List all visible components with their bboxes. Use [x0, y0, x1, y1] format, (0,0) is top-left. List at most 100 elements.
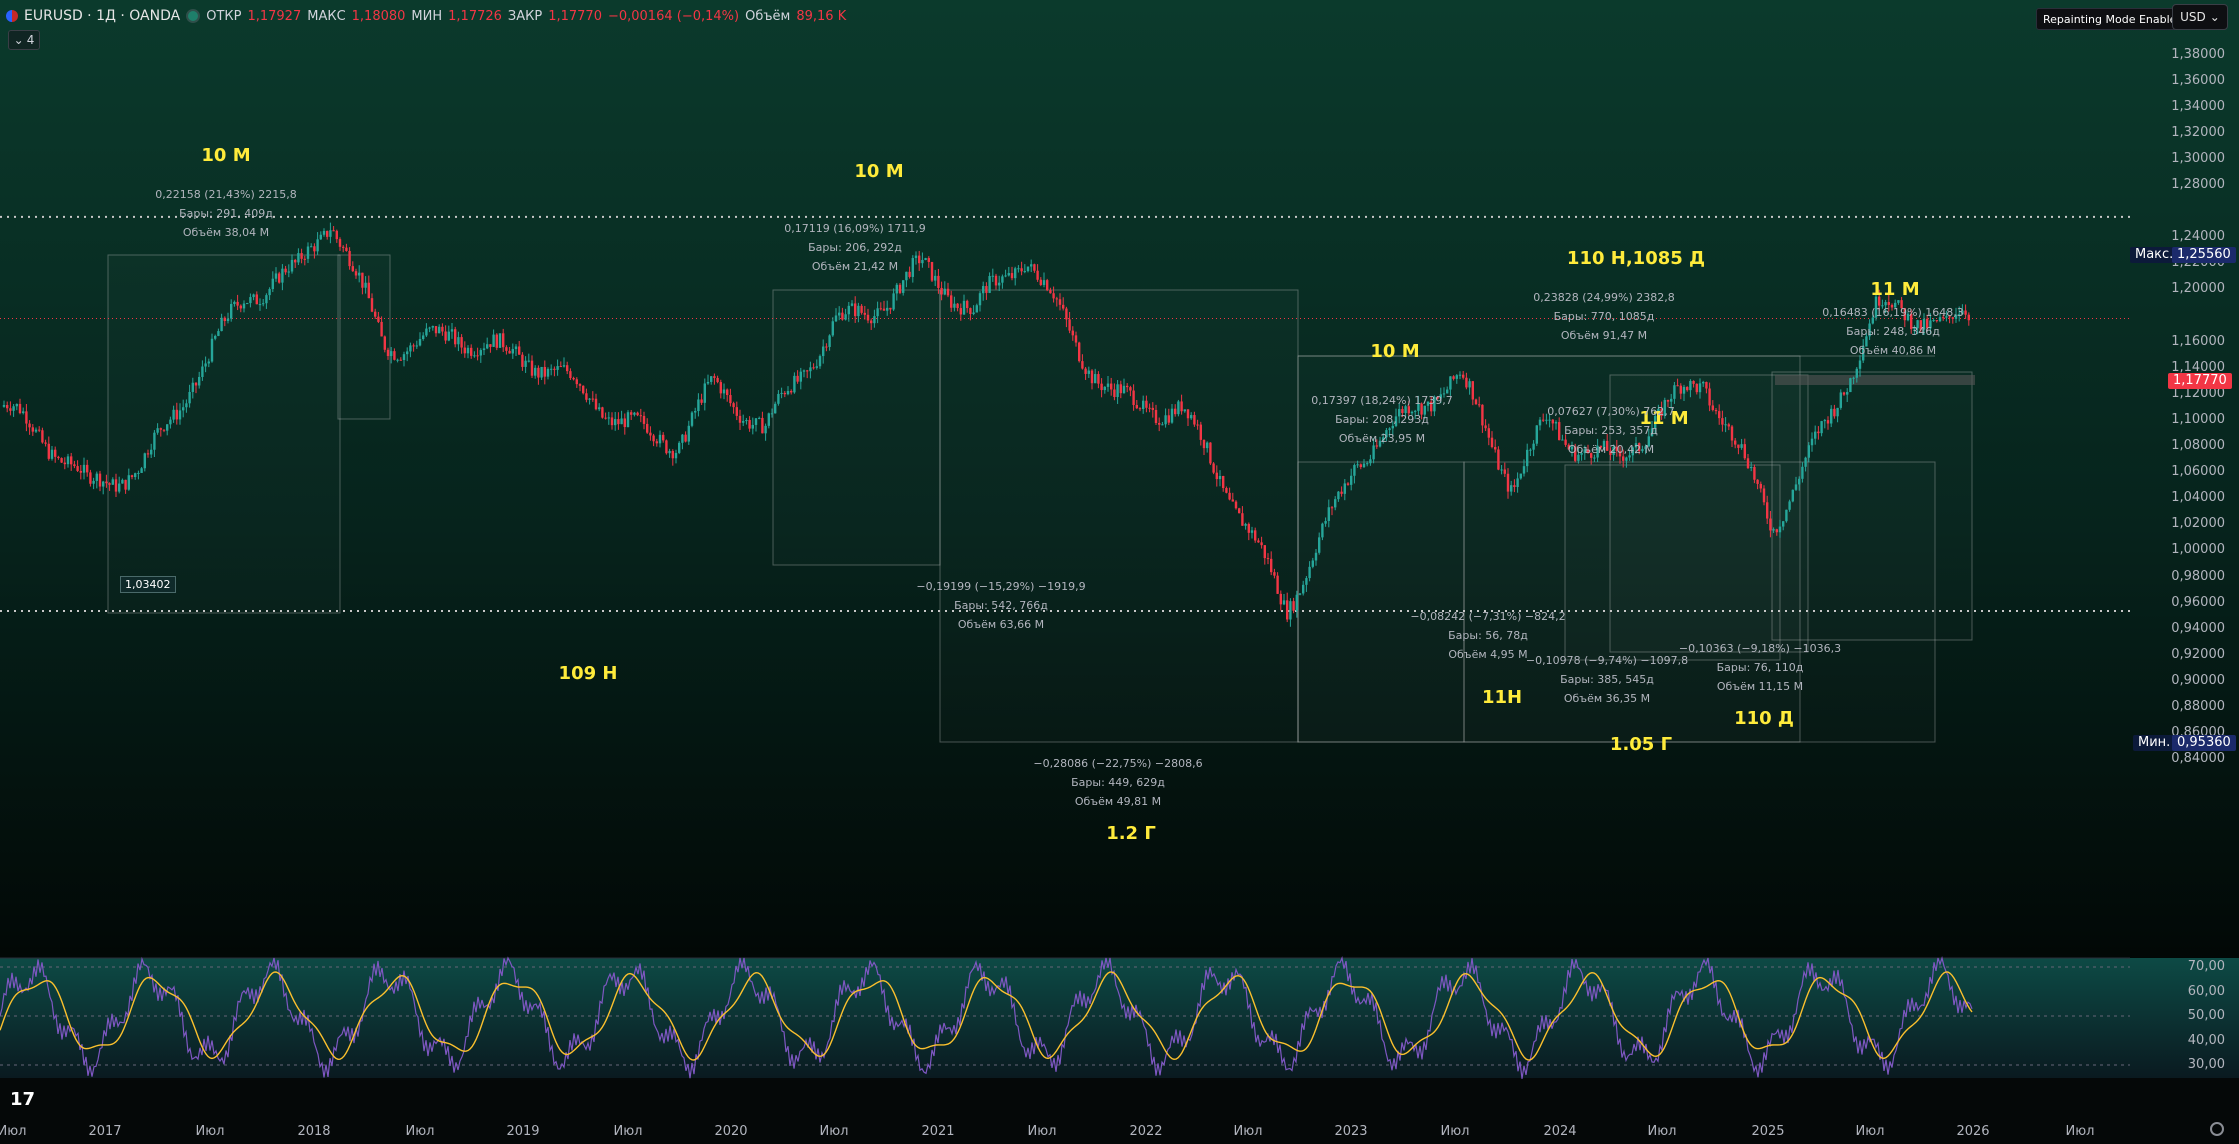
- candle-body: [287, 271, 290, 273]
- candle-body: [89, 472, 92, 484]
- rsi-line: [0, 955, 1973, 1079]
- candle-body: [313, 246, 316, 252]
- candle-body: [1055, 298, 1058, 300]
- candle-body: [684, 434, 687, 442]
- candle-body: [492, 334, 495, 347]
- candle-body: [1442, 393, 1446, 395]
- candle-body: [1606, 440, 1609, 451]
- candle-body: [1967, 314, 1970, 321]
- symbol-title[interactable]: EURUSD · 1Д · OANDA: [24, 8, 181, 24]
- candle-body: [1110, 383, 1113, 390]
- candle-body: [518, 346, 521, 355]
- candle-body: [1382, 437, 1385, 441]
- candle-body: [1945, 316, 1948, 318]
- candle-body: [1618, 451, 1622, 457]
- candle-body: [1670, 398, 1673, 402]
- currency-button[interactable]: USD ⌄: [2172, 4, 2228, 30]
- candle-body: [265, 295, 268, 304]
- measurement-box: [1297, 355, 1801, 743]
- candle-body: [1404, 406, 1407, 414]
- time-axis-label: Июл: [1233, 1124, 1263, 1139]
- candle-body: [1010, 273, 1014, 279]
- candle-body: [956, 303, 959, 309]
- symbol-header[interactable]: EURUSD · 1Д · OANDA ОТКР 1,17927 МАКС 1,18…: [6, 6, 846, 26]
- time-axis-label: Июл: [1647, 1124, 1677, 1139]
- candle-body: [1833, 408, 1836, 417]
- candle-body: [825, 346, 828, 348]
- candle-body: [303, 258, 306, 260]
- candle-body: [1871, 317, 1874, 324]
- candle-body: [652, 435, 655, 442]
- candle-body: [1705, 381, 1708, 389]
- candle-body: [966, 300, 969, 309]
- candle-body: [73, 464, 76, 467]
- candle-body: [76, 466, 79, 471]
- candle-body: [1570, 446, 1574, 450]
- annotation-label: 110 Д: [1734, 708, 1794, 729]
- candle-body: [697, 399, 700, 412]
- candle-body: [738, 415, 742, 423]
- price-axis-label: 1,04000: [2171, 490, 2225, 506]
- candle-body: [1263, 545, 1266, 559]
- candle-body: [361, 272, 364, 288]
- candle-body: [188, 391, 191, 404]
- candle-body: [1938, 317, 1942, 322]
- candle-body: [678, 442, 681, 453]
- volume-value: 89,16 K: [796, 8, 847, 24]
- gear-icon[interactable]: [2210, 1122, 2224, 1136]
- candle-body: [1350, 475, 1353, 485]
- candle-body: [354, 271, 358, 276]
- candle-body: [1004, 275, 1007, 277]
- candle-body: [598, 407, 601, 410]
- candle-body: [662, 434, 665, 441]
- candle-body: [1657, 408, 1660, 417]
- candle-body: [1762, 488, 1766, 503]
- candle-body: [434, 326, 438, 334]
- candle-body: [322, 230, 326, 235]
- candle-body: [1260, 542, 1263, 546]
- price-axis-label: 0,92000: [2171, 646, 2225, 662]
- candle-body: [1145, 400, 1148, 408]
- candle-body: [1714, 409, 1718, 412]
- price-axis-label: 1,00000: [2171, 542, 2225, 558]
- candle-body: [1686, 386, 1689, 391]
- candle-body: [1609, 450, 1612, 455]
- candle-body: [422, 335, 425, 340]
- candle-body: [1161, 424, 1164, 426]
- close-label: ЗАКР: [507, 8, 543, 24]
- candle-body: [1746, 458, 1750, 469]
- price-axis-label: 1,16000: [2171, 333, 2225, 349]
- candle-body: [1007, 273, 1010, 276]
- candle-body: [1913, 328, 1916, 330]
- candle-body: [1554, 422, 1558, 424]
- candle-body: [937, 275, 940, 288]
- candle-body: [172, 409, 175, 420]
- candle-body: [610, 417, 614, 426]
- candle-body: [233, 301, 236, 305]
- candle-body: [1782, 521, 1785, 527]
- candle-body: [1734, 440, 1737, 445]
- candle-body: [1590, 453, 1593, 458]
- candle-body: [95, 473, 98, 481]
- repainting-badge: Repainting Mode Enabled: [2036, 8, 2191, 30]
- candle-body: [620, 418, 623, 425]
- indicators-toggle[interactable]: ⌄ 4: [8, 30, 40, 50]
- annotation-label: 110 Н,1085 Д: [1566, 248, 1706, 269]
- candle-body: [1494, 447, 1497, 450]
- candle-body: [812, 367, 815, 369]
- candle-body: [534, 367, 537, 376]
- time-axis-label: 2024: [1543, 1124, 1577, 1139]
- candle-body: [338, 239, 342, 247]
- candle-body: [1682, 386, 1686, 394]
- close-value: 1,17770: [548, 8, 602, 24]
- candle-body: [15, 403, 18, 407]
- candle-body: [9, 408, 12, 411]
- candle-body: [1727, 424, 1730, 427]
- measurement-line: Объём 49,81 M: [1074, 795, 1162, 808]
- tradingview-logo-icon[interactable]: 17: [10, 1089, 36, 1110]
- candle-body: [1519, 473, 1522, 479]
- measurement-line: Бары: 291, 409д: [179, 207, 273, 220]
- candle-body: [255, 294, 258, 305]
